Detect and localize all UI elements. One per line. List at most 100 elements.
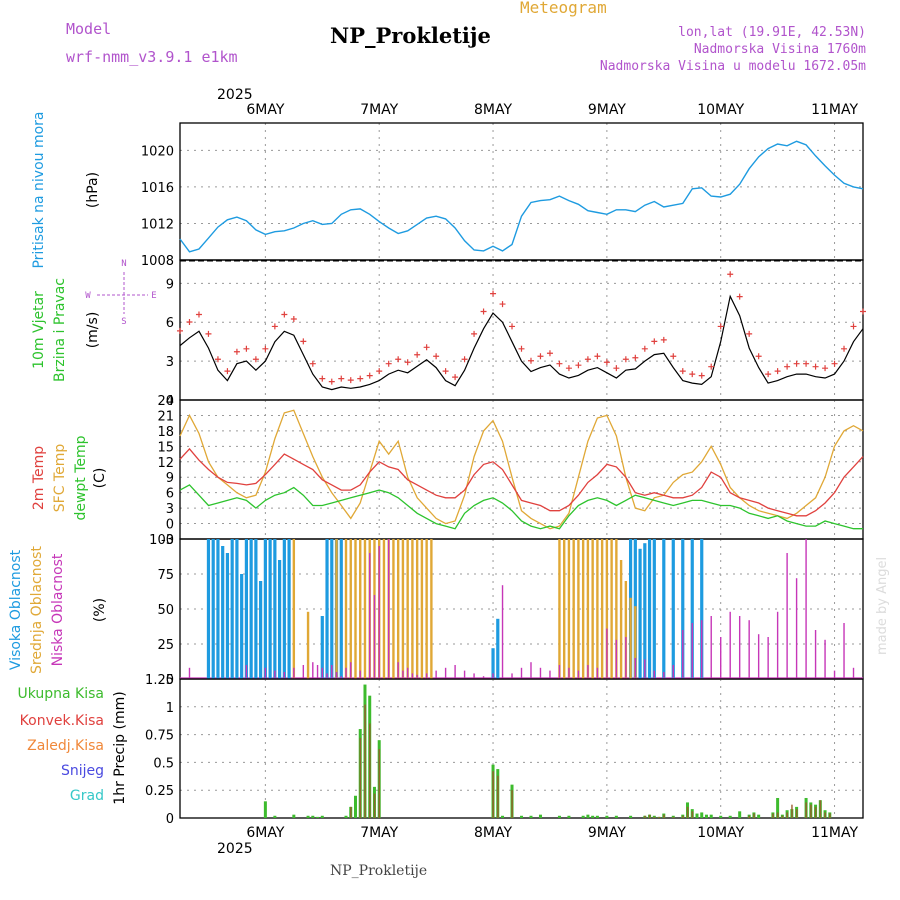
mid-cloud-bar — [415, 539, 419, 679]
mid-cloud-bar — [600, 539, 604, 679]
day-label-bottom: 8MAY — [474, 825, 512, 841]
cloud-label-low: Niska Oblacnost — [50, 553, 66, 666]
pressure-label: Pritisak na nivou mora — [31, 111, 47, 268]
gust-marker — [414, 351, 421, 358]
year-bottom: 2025 — [217, 841, 253, 857]
compass-north: N — [121, 259, 126, 269]
precip-conv-bar — [814, 806, 817, 818]
precip-total-bar — [605, 815, 609, 818]
precip-total-bar — [306, 815, 310, 818]
mid-cloud-bar — [430, 539, 433, 679]
precip-conv-bar — [648, 814, 651, 818]
precip-conv-bar — [772, 813, 774, 818]
mid-cloud-bar — [359, 539, 362, 679]
gust-marker — [262, 345, 269, 352]
precip-conv-bar — [672, 816, 675, 818]
high-cloud-bar — [681, 539, 685, 679]
high-cloud-bar — [259, 581, 263, 679]
gust-marker — [660, 336, 667, 343]
precip-total-bar — [629, 815, 633, 818]
high-cloud-bar — [287, 539, 291, 679]
precip-total-bar — [719, 815, 723, 818]
low-cloud-bar — [644, 659, 646, 679]
gust-marker — [755, 353, 762, 360]
precip-total-bar — [595, 815, 599, 818]
low-cloud-bar — [463, 670, 466, 679]
precip-total-bar — [263, 801, 267, 818]
low-cloud-bar — [406, 667, 409, 679]
precip-total-bar — [709, 814, 713, 818]
temp-2m-line — [179, 447, 864, 517]
precip-conv-bar — [686, 806, 689, 818]
gust-marker — [319, 375, 326, 382]
low-cloud-bar — [606, 628, 608, 679]
gust-marker — [698, 372, 705, 379]
gust-marker — [395, 356, 402, 363]
precip-total-bar — [353, 795, 357, 818]
day-label-bottom: 6MAY — [246, 825, 284, 841]
precip-conv-bar — [644, 815, 646, 818]
precip-conv-bar — [819, 800, 822, 818]
precip-conv-bar — [511, 790, 513, 818]
wind-label-2: Brzina i Pravac — [52, 278, 68, 382]
high-cloud-bar — [211, 539, 215, 679]
precip-total-bar — [344, 815, 348, 818]
low-cloud-bar — [814, 630, 817, 679]
day-label-top: 11MAY — [811, 102, 858, 118]
gust-marker — [812, 363, 819, 370]
precip-conv-bar — [369, 723, 371, 818]
mid-cloud-bar — [577, 539, 580, 679]
gust-marker — [243, 345, 250, 352]
day-label-top: 10MAY — [697, 102, 744, 118]
low-cloud-bar — [558, 665, 561, 679]
low-cloud-bar — [331, 665, 333, 679]
gust-marker — [537, 353, 544, 360]
temp-unit: (C) — [92, 468, 108, 489]
high-cloud-bar — [700, 539, 704, 679]
low-cloud-bar — [350, 662, 352, 679]
gust-marker — [556, 360, 563, 367]
gust-marker — [300, 338, 307, 345]
high-cloud-bar — [647, 539, 652, 679]
model-elevation-label: Nadmorska Visina u modelu 1672.05m — [600, 59, 866, 74]
mid-cloud-bar — [420, 539, 424, 679]
precip-conv-bar — [682, 815, 684, 818]
y-tick-label: 0.25 — [145, 784, 174, 799]
model-label: Model — [66, 20, 111, 38]
low-cloud-bar — [748, 620, 750, 679]
precip-total-bar — [700, 812, 704, 818]
mid-cloud-bar — [349, 539, 352, 679]
gust-marker — [584, 356, 591, 363]
year-top: 2025 — [217, 87, 253, 103]
mid-cloud-bar — [610, 539, 613, 679]
gust-marker — [746, 330, 753, 337]
low-cloud-bar — [511, 673, 513, 679]
temp-dewpt-line — [179, 484, 863, 530]
y-tick-label: 75 — [157, 568, 174, 583]
precip-conv-bar — [748, 815, 751, 818]
low-cloud-bar — [454, 665, 456, 679]
low-cloud-bar — [369, 553, 371, 679]
low-cloud-bar — [682, 630, 684, 679]
gust-marker — [433, 353, 440, 360]
gust-marker — [613, 365, 620, 372]
pressure-panel-labels: Pritisak na nivou mora (hPa) — [31, 111, 101, 268]
precip-legend-frozen: Zaledj.Kisa — [27, 738, 104, 754]
mid-cloud-bar — [572, 539, 575, 679]
y-tick-label: 0 — [166, 673, 174, 688]
low-cloud-bar — [549, 670, 551, 679]
low-cloud-bar — [397, 662, 399, 679]
gust-marker — [205, 330, 212, 337]
mid-cloud-bar — [629, 597, 632, 679]
y-tick-label: 25 — [157, 638, 174, 653]
low-cloud-bar — [843, 623, 845, 679]
low-cloud-bar — [672, 665, 674, 679]
high-cloud-bar — [268, 539, 272, 679]
low-cloud-bar — [335, 672, 338, 679]
low-cloud-bar — [264, 667, 267, 679]
precip-total-bar — [581, 815, 585, 818]
gust-marker — [774, 368, 781, 375]
high-cloud-bar — [235, 539, 239, 679]
high-cloud-bar — [496, 618, 500, 679]
